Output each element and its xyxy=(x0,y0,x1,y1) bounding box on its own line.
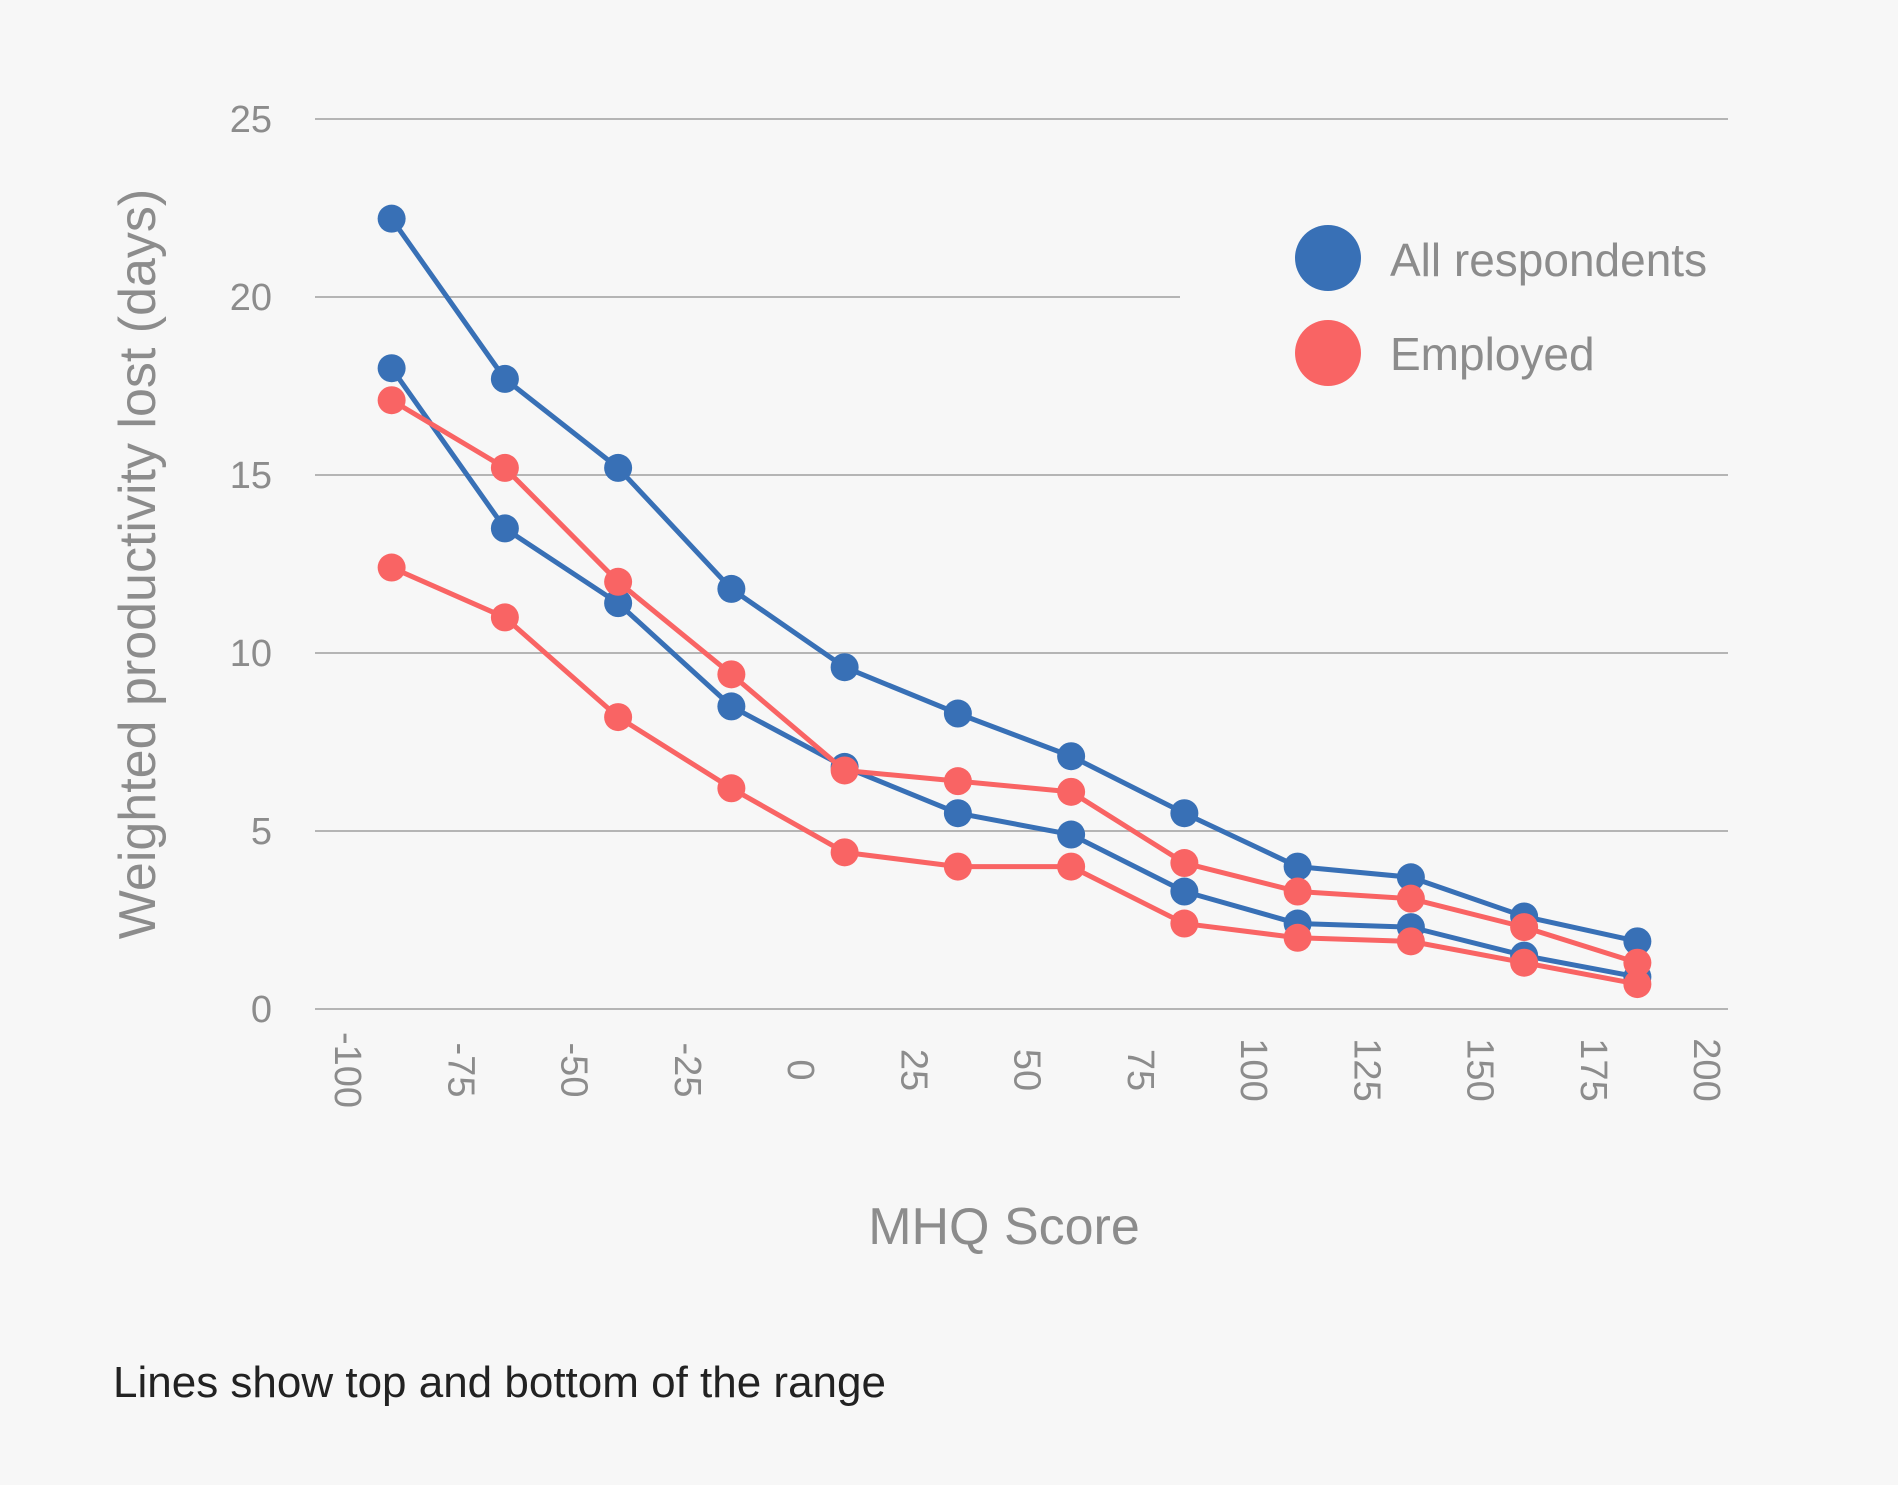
data-point xyxy=(717,660,746,689)
data-point xyxy=(377,553,406,582)
data-point xyxy=(1283,877,1312,906)
x-axis-title: MHQ Score xyxy=(868,1198,1140,1256)
data-point xyxy=(490,364,519,393)
x-tick-label: 75 xyxy=(1119,1049,1161,1091)
data-point xyxy=(1623,948,1652,977)
range-footnote: Lines show top and bottom of the range xyxy=(113,1358,886,1407)
y-axis-title: Weighted productivity lost (days) xyxy=(109,189,167,939)
legend-label-all-respondents: All respondents xyxy=(1390,234,1707,286)
x-tick-label: 175 xyxy=(1572,1038,1614,1101)
data-point xyxy=(604,703,633,732)
legend-label-employed: Employed xyxy=(1390,328,1595,380)
data-point xyxy=(1510,913,1539,942)
data-point xyxy=(1170,877,1199,906)
data-point xyxy=(717,692,746,721)
y-tick-label: 5 xyxy=(251,811,272,853)
data-point xyxy=(943,767,972,796)
data-point xyxy=(1510,948,1539,977)
series-line xyxy=(390,565,1638,987)
data-point xyxy=(377,354,406,383)
legend-marker-employed xyxy=(1295,320,1361,386)
legend: All respondents Employed xyxy=(1180,205,1740,405)
data-point xyxy=(604,567,633,596)
data-point xyxy=(1623,927,1652,956)
data-point xyxy=(830,838,859,867)
series-0 xyxy=(377,204,1652,956)
x-tick-label: 125 xyxy=(1345,1038,1387,1101)
x-tick-label: -25 xyxy=(666,1043,708,1098)
data-point xyxy=(717,774,746,803)
data-point xyxy=(604,589,633,618)
data-point xyxy=(1283,923,1312,952)
data-point xyxy=(1170,799,1199,828)
data-point xyxy=(1623,970,1652,999)
x-tick-label: 200 xyxy=(1685,1038,1727,1101)
legend-marker-all-respondents xyxy=(1295,225,1361,291)
y-tick-label: 25 xyxy=(230,99,272,141)
data-point xyxy=(1283,852,1312,881)
data-point xyxy=(1396,884,1425,913)
data-point xyxy=(1170,849,1199,878)
y-tick-labels: 0 5 10 15 20 25 xyxy=(230,99,272,1031)
x-tick-labels: -100 -75 -50 -25 0 25 50 75 100 125 150 175 200 xyxy=(326,1032,1727,1108)
data-point xyxy=(830,756,859,785)
data-point xyxy=(1057,852,1086,881)
x-tick-label: 150 xyxy=(1459,1038,1501,1101)
x-tick-label: -100 xyxy=(326,1032,368,1108)
x-tick-label: -75 xyxy=(439,1043,481,1098)
legend-background xyxy=(1180,205,1740,405)
y-tick-label: 20 xyxy=(230,277,272,319)
x-tick-label: 100 xyxy=(1232,1038,1274,1101)
data-point xyxy=(1170,909,1199,938)
data-point xyxy=(1057,777,1086,806)
data-point xyxy=(604,453,633,482)
gridlines xyxy=(315,118,1728,1010)
series-line xyxy=(389,366,1638,980)
data-point xyxy=(1057,820,1086,849)
data-point xyxy=(1057,742,1086,771)
data-point xyxy=(943,699,972,728)
data-point xyxy=(377,386,406,415)
y-tick-label: 0 xyxy=(251,989,272,1031)
data-point xyxy=(943,799,972,828)
data-point xyxy=(1396,863,1425,892)
y-tick-label: 15 xyxy=(230,455,272,497)
data-point xyxy=(1396,927,1425,956)
series-line xyxy=(389,217,1638,944)
data-point xyxy=(490,453,519,482)
x-tick-label: -50 xyxy=(553,1043,595,1098)
data-point xyxy=(490,603,519,632)
x-tick-label: 0 xyxy=(779,1059,821,1080)
series-3 xyxy=(377,553,1652,999)
series-line xyxy=(390,398,1639,966)
data-point xyxy=(830,653,859,682)
x-tick-label: 25 xyxy=(892,1049,934,1091)
data-point xyxy=(377,204,406,233)
x-tick-label: 50 xyxy=(1006,1049,1048,1091)
data-point xyxy=(490,514,519,543)
data-series xyxy=(377,204,1652,999)
data-point xyxy=(943,852,972,881)
y-tick-label: 10 xyxy=(230,633,272,675)
series-2 xyxy=(377,386,1652,977)
data-point xyxy=(717,574,746,603)
